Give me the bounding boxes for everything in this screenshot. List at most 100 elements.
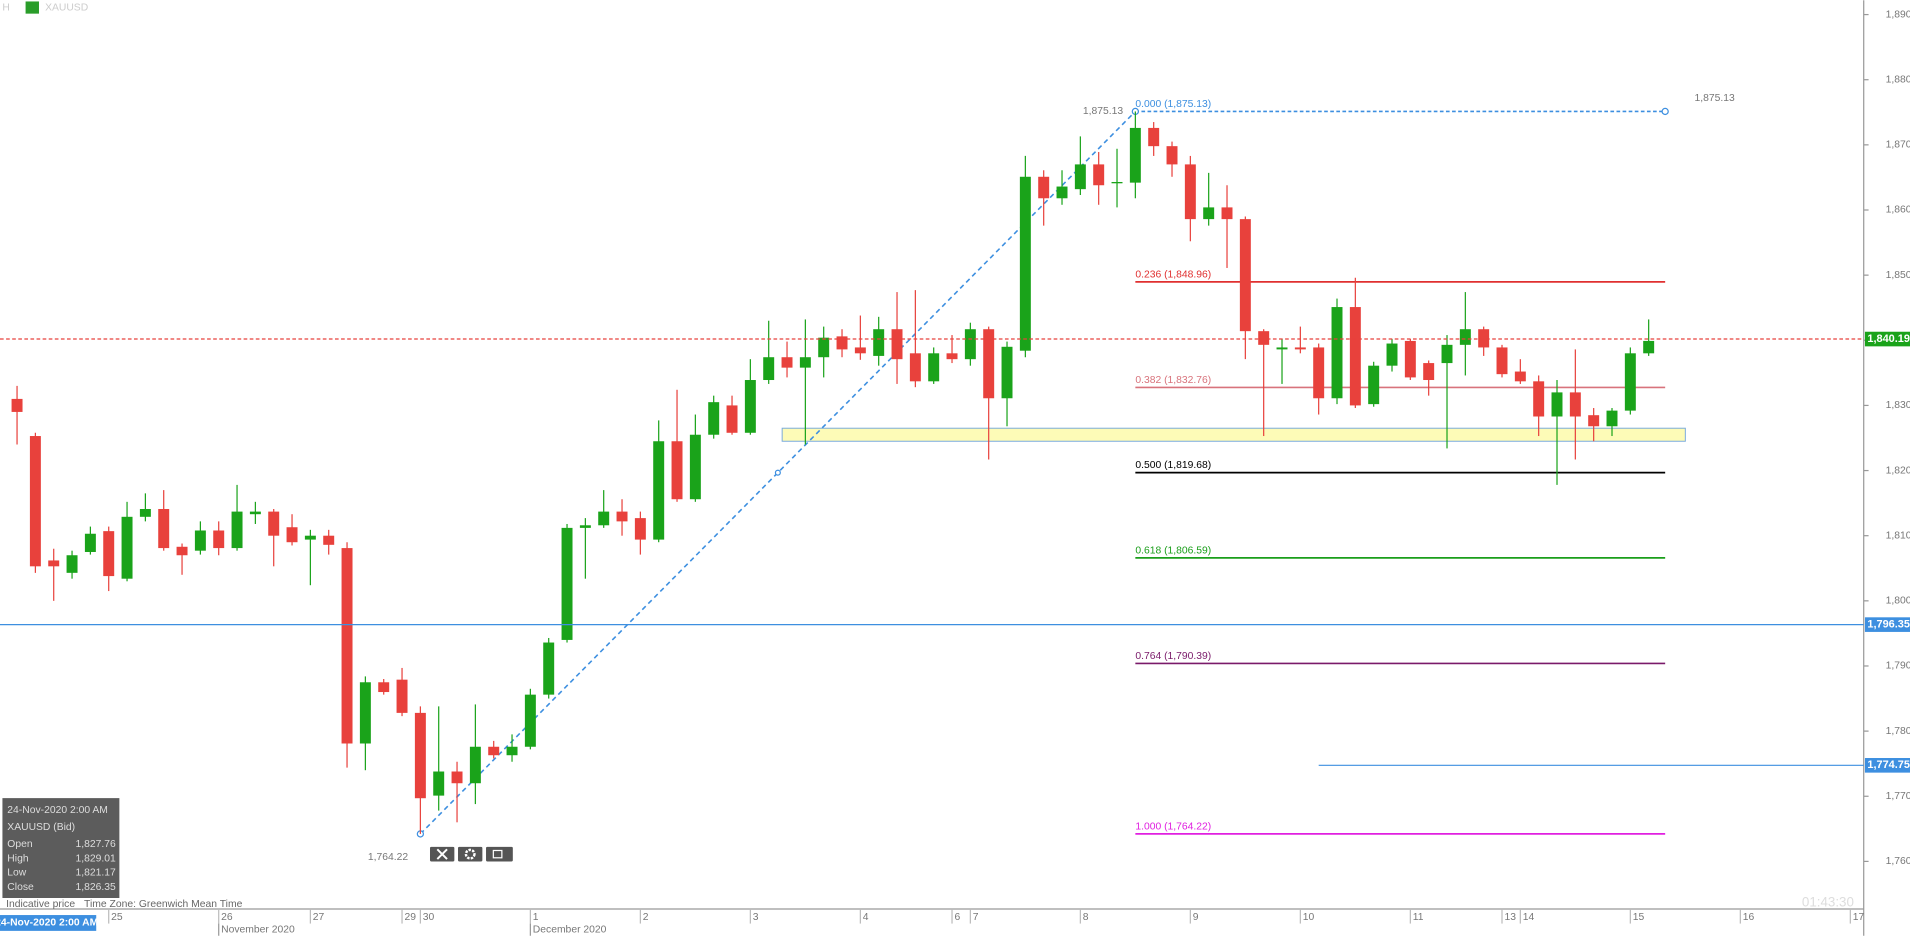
candle-body bbox=[781, 357, 793, 368]
candle-body bbox=[598, 511, 610, 526]
x-tick-label: 6 bbox=[954, 912, 960, 923]
footer-note: Time Zone: Greenwich Mean Time bbox=[84, 899, 243, 910]
copy-button[interactable] bbox=[486, 846, 513, 862]
candle-body bbox=[1313, 347, 1325, 399]
info-value: 1,826.35 bbox=[75, 882, 116, 893]
candle-body bbox=[983, 329, 995, 399]
candle-body bbox=[964, 329, 976, 360]
month-label: November 2020 bbox=[221, 924, 295, 935]
copy-icon bbox=[492, 849, 503, 859]
candle-body bbox=[726, 405, 738, 433]
candle-body bbox=[1551, 392, 1563, 417]
candle-body bbox=[84, 533, 96, 552]
info-value: 1,821.17 bbox=[75, 868, 116, 879]
price-box bbox=[1864, 758, 1910, 773]
x-tick-label: 26 bbox=[221, 912, 233, 923]
candle-body bbox=[323, 535, 335, 545]
candle-body bbox=[1514, 371, 1526, 382]
anchor-label: 1,875.13 bbox=[1695, 93, 1736, 104]
candle-body bbox=[1056, 186, 1068, 199]
info-date: 24-Nov-2020 2:00 AM bbox=[7, 805, 108, 816]
x-tick-label: 7 bbox=[973, 912, 979, 923]
candle-body bbox=[946, 353, 958, 360]
x-tick-label: 25 bbox=[111, 912, 123, 923]
fib-label: 1.000 (1,764.22) bbox=[1135, 821, 1211, 832]
info-panel bbox=[2, 798, 120, 898]
candle-body bbox=[103, 531, 115, 577]
candle-body bbox=[396, 679, 408, 713]
candle-body bbox=[1074, 164, 1086, 190]
candle-body bbox=[268, 511, 280, 536]
symbol-icon bbox=[25, 1, 39, 14]
fib-anchor bbox=[774, 469, 781, 476]
candle-body bbox=[359, 682, 371, 744]
settings-button[interactable] bbox=[458, 846, 483, 862]
candle-body bbox=[1423, 363, 1435, 381]
y-tick-label: 1,860 bbox=[1886, 205, 1910, 216]
candle-body bbox=[158, 508, 170, 549]
candle-body bbox=[1349, 307, 1361, 406]
y-tick-label: 1,810 bbox=[1886, 530, 1910, 541]
candle-body bbox=[176, 546, 188, 556]
fib-label: 0.500 (1,819.68) bbox=[1135, 460, 1211, 471]
fib-label: 0.764 (1,790.39) bbox=[1135, 651, 1211, 662]
candle-body bbox=[708, 402, 720, 435]
candle-body bbox=[1184, 164, 1196, 220]
y-tick-label: 1,800 bbox=[1886, 596, 1910, 607]
x-tick-label: 17 bbox=[1853, 912, 1865, 923]
candle-body bbox=[11, 398, 23, 412]
candle-body bbox=[1019, 176, 1031, 351]
x-tick-label: 11 bbox=[1413, 912, 1424, 923]
anchor-label: 1,764.22 bbox=[368, 852, 409, 863]
candle-body bbox=[414, 712, 426, 799]
delete-icon bbox=[436, 848, 448, 860]
candle-body bbox=[1258, 331, 1270, 345]
timeframe: H bbox=[2, 2, 9, 13]
candle-body bbox=[1386, 343, 1398, 366]
candle-body bbox=[1001, 346, 1013, 399]
cursor-date-box bbox=[0, 915, 97, 931]
info-key: Open bbox=[7, 839, 33, 850]
candle-body bbox=[341, 548, 353, 744]
candle-body bbox=[1569, 392, 1581, 417]
candle-body bbox=[1643, 340, 1655, 354]
x-tick-label: 8 bbox=[1083, 912, 1089, 923]
x-tick-label: 27 bbox=[313, 912, 325, 923]
candle-body bbox=[1588, 415, 1600, 427]
candle-body bbox=[744, 380, 756, 433]
candle-body bbox=[506, 746, 518, 756]
candle-body bbox=[909, 353, 921, 382]
candle-body bbox=[1441, 344, 1453, 364]
candle-body bbox=[689, 434, 701, 500]
candle-body bbox=[1129, 127, 1141, 183]
candle-body bbox=[891, 329, 903, 360]
fib-label: 0.236 (1,848.96) bbox=[1135, 269, 1211, 280]
candle-body bbox=[561, 527, 573, 640]
candle-body bbox=[836, 336, 848, 350]
x-tick-label: 14 bbox=[1523, 912, 1535, 923]
candle-body bbox=[763, 357, 775, 381]
fib-trendline bbox=[419, 110, 1136, 835]
fib-label: 0.618 (1,806.59) bbox=[1135, 545, 1211, 556]
drawing-tools bbox=[429, 846, 513, 862]
candle-body bbox=[873, 329, 885, 356]
x-tick-label: 9 bbox=[1193, 912, 1199, 923]
symbol: XAUUSD bbox=[45, 2, 88, 13]
anchor-label: 1,875.13 bbox=[1083, 106, 1124, 117]
candle-body bbox=[451, 771, 463, 784]
candle-body bbox=[29, 436, 41, 567]
price-box bbox=[1864, 617, 1910, 632]
candle-body bbox=[433, 771, 445, 796]
candle-body bbox=[1239, 219, 1251, 332]
x-tick-label: 3 bbox=[753, 912, 759, 923]
candle-body bbox=[1496, 347, 1508, 375]
y-tick-label: 1,770 bbox=[1886, 791, 1910, 802]
candle-body bbox=[249, 511, 261, 515]
y-tick-label: 1,880 bbox=[1886, 74, 1910, 85]
candle-body bbox=[634, 518, 646, 540]
info-key: Low bbox=[7, 868, 27, 879]
y-tick-label: 1,790 bbox=[1886, 661, 1910, 672]
candle-body bbox=[1368, 365, 1380, 405]
support-zone bbox=[781, 427, 1686, 442]
